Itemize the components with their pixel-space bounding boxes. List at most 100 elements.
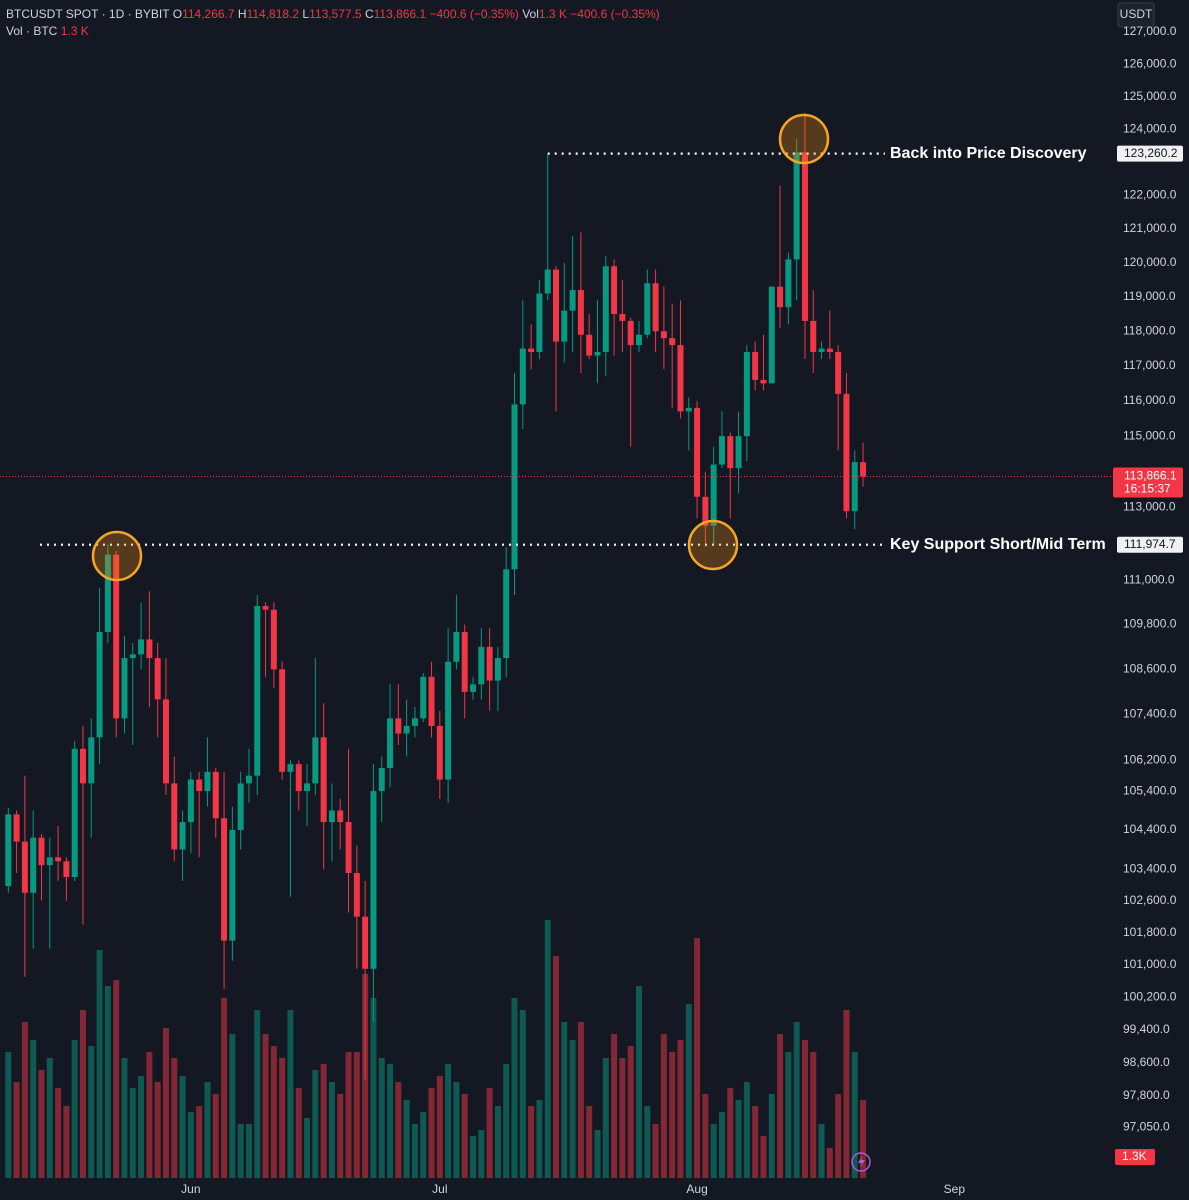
volume-bar [320, 1064, 327, 1178]
y-tick-label: 122,000.0 [1123, 188, 1177, 202]
candle-body [785, 259, 792, 308]
volume-bar [702, 1094, 709, 1178]
candle-body [553, 269, 559, 342]
y-tick-label: 113,000.0 [1123, 500, 1176, 514]
candle-body [196, 779, 203, 792]
volume-bar [436, 1076, 443, 1178]
volume-bar [96, 950, 103, 1178]
candle-body [221, 818, 228, 941]
volume-bar [793, 1022, 800, 1178]
volume-bar [13, 1082, 20, 1178]
volume-bar [718, 1112, 725, 1178]
candle-body [801, 152, 808, 321]
candle-body [187, 779, 194, 823]
candle-body [279, 669, 286, 772]
highlight-circle [91, 530, 143, 582]
candle-body [743, 352, 750, 437]
y-tick-label: 111,000.0 [1123, 572, 1175, 586]
volume-bar [694, 938, 701, 1178]
candle-body [46, 857, 53, 866]
volume-bar [88, 1046, 95, 1178]
candle-body [768, 286, 775, 384]
candle-body [428, 676, 435, 726]
candle-body [835, 352, 842, 394]
volume-bar [287, 1010, 294, 1178]
level-label: 111,974.7 [1124, 537, 1176, 551]
candle-body [685, 407, 692, 412]
candle-body [245, 775, 252, 784]
volume-bar [619, 1058, 626, 1178]
volume-tag-label: 1.3K [1122, 1149, 1147, 1163]
candle-body [851, 462, 858, 512]
current-price-tag [1113, 467, 1183, 498]
candle-body [511, 404, 518, 570]
volume-bar [146, 1052, 153, 1178]
candle-body [387, 718, 394, 768]
candle-body [162, 699, 169, 784]
currency-box[interactable] [1117, 2, 1155, 28]
volume-bar [212, 1094, 219, 1178]
volume-bar [777, 1034, 784, 1178]
volume-bar [428, 1088, 435, 1178]
y-tick-label: 119,000.0 [1123, 289, 1176, 303]
y-tick-label: 120,000.0 [1123, 255, 1177, 269]
candle-body [718, 436, 725, 465]
candle-body [544, 269, 551, 294]
candle-body [38, 837, 45, 866]
lightning-glyph [858, 1156, 865, 1168]
volume-bar [818, 1124, 825, 1178]
level-label: 123,260.2 [1124, 146, 1178, 160]
candle-body [113, 554, 120, 719]
y-tick-label: 115,000.0 [1123, 428, 1176, 442]
volume-bar [843, 1010, 850, 1178]
volume-bar [129, 1088, 136, 1178]
volume-bar [669, 1052, 676, 1178]
candle-body [287, 764, 294, 772]
volume-bar [660, 1034, 667, 1178]
candle-body [577, 290, 584, 335]
candle-body [619, 314, 626, 321]
volume-bar [644, 1106, 651, 1178]
volume-bar [835, 1094, 842, 1178]
x-tick-label: Aug [686, 1182, 707, 1196]
candle-body [860, 462, 867, 477]
volume-bar [295, 1088, 302, 1178]
candle-body [843, 393, 850, 512]
volume-bar [187, 1112, 194, 1178]
volume-bar [511, 998, 518, 1178]
candle-body [121, 658, 128, 719]
y-tick-label: 101,800.0 [1123, 925, 1177, 939]
annotation-text: Key Support Short/Mid Term [890, 536, 1106, 553]
y-tick-label: 106,200.0 [1123, 752, 1177, 766]
level-tag [1117, 145, 1183, 162]
candle-body [79, 748, 86, 784]
candle-body [536, 293, 543, 353]
current-price-label: 113,866.1 [1124, 469, 1177, 483]
candle-body [395, 718, 402, 734]
vol-value: 1.3 K [538, 7, 567, 21]
lightning-icon[interactable] [851, 1152, 871, 1172]
volume-bar [304, 1118, 311, 1178]
candle-body [818, 348, 825, 353]
volume-bar [403, 1100, 410, 1178]
volume-bar [785, 1052, 792, 1178]
volume-bar [162, 1028, 169, 1178]
candle-body [30, 837, 37, 893]
candle-body [129, 654, 136, 659]
volume-bar [121, 1058, 128, 1178]
volume-bar [768, 1094, 775, 1178]
y-tick-label: 98,600.0 [1123, 1055, 1170, 1069]
candle-body [470, 684, 477, 692]
volume-bar [553, 956, 559, 1178]
ohlc: O114,266.7 H114,818.2 L113,577.5 C113,86… [173, 7, 430, 21]
volume-bar [594, 1130, 601, 1178]
candle-body [337, 810, 344, 823]
volume-bar [752, 1106, 759, 1178]
candle-body [635, 334, 642, 346]
volume-bar [387, 1064, 394, 1178]
volume-bar [5, 1052, 12, 1178]
candle-body [453, 631, 460, 662]
volume-bar [569, 1040, 576, 1178]
change: −400.6 (−0.35%) [429, 7, 519, 21]
